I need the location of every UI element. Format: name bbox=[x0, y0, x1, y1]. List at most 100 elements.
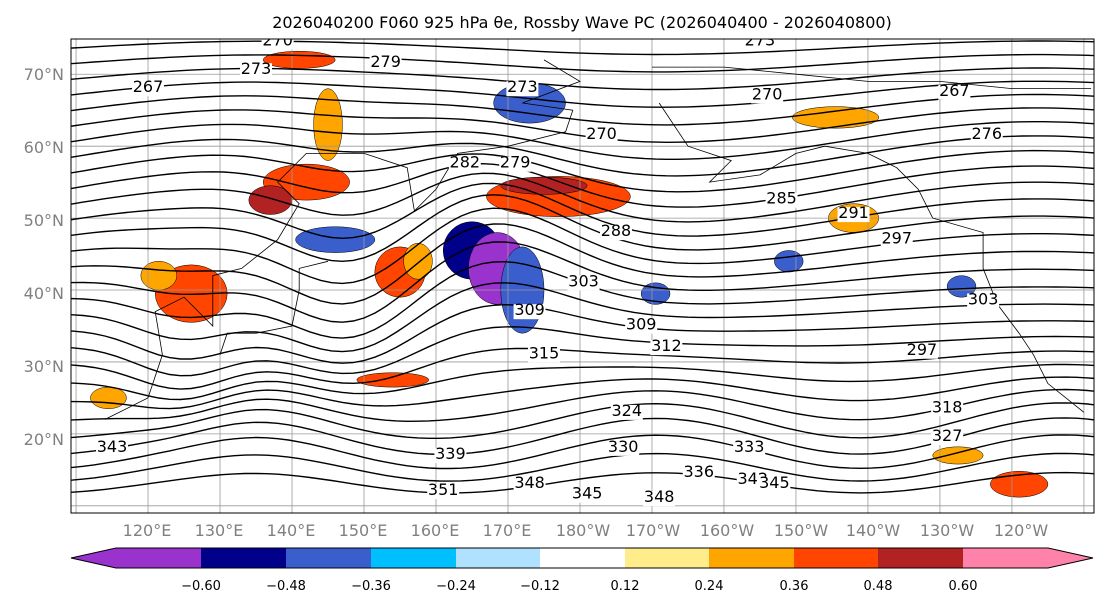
theta-e-contour bbox=[71, 223, 1094, 305]
colorbar-tick-label: −0.48 bbox=[266, 579, 306, 594]
lat-label-30n: 30°N bbox=[24, 357, 64, 376]
lon-label-150w: 150°W bbox=[774, 521, 829, 540]
contour-label: 273 bbox=[507, 77, 538, 96]
colorbar-tick-label: 0.36 bbox=[780, 579, 809, 594]
contour-label-bg bbox=[967, 293, 1000, 309]
theta-e-contour bbox=[71, 363, 1094, 401]
contour-label-bg bbox=[96, 440, 129, 456]
colorbar-tick-label: 0.48 bbox=[864, 579, 893, 594]
contour-label-bg bbox=[837, 207, 870, 223]
contour-label: 348 bbox=[514, 473, 545, 492]
coastline bbox=[104, 59, 581, 420]
colorbar-box bbox=[794, 548, 878, 568]
contour-label: 279 bbox=[370, 52, 401, 71]
colorbar-tick-label: −0.24 bbox=[436, 579, 476, 594]
contour-label-bg bbox=[585, 127, 618, 143]
contour-label-bg bbox=[448, 156, 481, 172]
colorbar-extend-low bbox=[71, 548, 116, 568]
lon-label-120w: 120°W bbox=[994, 521, 1049, 540]
lat-label-60n: 60°N bbox=[24, 138, 64, 157]
contour-label-bg bbox=[751, 88, 784, 104]
anomaly-patch bbox=[295, 226, 376, 253]
contour-label: 318 bbox=[932, 397, 963, 416]
anomaly-patch bbox=[90, 386, 127, 409]
theta-e-contour bbox=[71, 434, 1094, 470]
colorbar-box bbox=[963, 548, 1048, 568]
contour-label-bg bbox=[931, 401, 964, 417]
contour-label-bg bbox=[567, 275, 600, 291]
contour-label-bg bbox=[240, 63, 273, 79]
contour-label: 273 bbox=[745, 30, 776, 49]
anomaly-patch bbox=[792, 106, 879, 129]
anomaly-patch bbox=[932, 446, 984, 465]
contour-label-bg bbox=[369, 56, 402, 72]
theta-e-contour bbox=[71, 80, 1094, 108]
contour-label-bg bbox=[506, 81, 539, 97]
colorbar-tick-labels: −0.60 −0.48 −0.36 −0.24 −0.12 0.12 0.24 … bbox=[181, 579, 977, 594]
theta-e-contour bbox=[71, 121, 1094, 160]
contour-label-bg bbox=[434, 448, 467, 464]
contour-label: 279 bbox=[500, 153, 531, 172]
contour-label: 348 bbox=[644, 487, 675, 506]
coastlines bbox=[104, 59, 1092, 420]
anomaly-patch bbox=[313, 88, 343, 161]
colorbar-tick-label: −0.60 bbox=[181, 579, 221, 594]
contour-label-bg bbox=[261, 39, 294, 50]
contour-label-bg bbox=[938, 84, 971, 100]
theta-e-contour bbox=[71, 452, 1094, 482]
lon-label-140w: 140°W bbox=[846, 521, 901, 540]
contour-label: 327 bbox=[932, 426, 963, 445]
contour-label-bg bbox=[132, 81, 165, 97]
contour-label-bg bbox=[513, 476, 546, 492]
map-plot-area: 267 273 279 270 273 273 270 267 276 270 282 279 285 2… bbox=[71, 30, 1094, 513]
contour-label: 303 bbox=[568, 271, 599, 290]
colorbar-tick-label: 0.24 bbox=[695, 579, 724, 594]
colorbar-box bbox=[286, 548, 371, 568]
theta-e-contour bbox=[71, 93, 1094, 126]
anomaly-patch bbox=[356, 372, 430, 388]
colorbar-tick-label: −0.12 bbox=[520, 579, 560, 594]
contour-label: 343 bbox=[97, 437, 128, 456]
contour-label: 345 bbox=[572, 484, 603, 503]
contour-label-bg bbox=[625, 318, 658, 334]
colorbar-extend-high bbox=[1048, 548, 1093, 568]
colorbar-box bbox=[201, 548, 286, 568]
contour-label-bg bbox=[599, 225, 632, 241]
colorbar-tick-label: 0.12 bbox=[611, 579, 640, 594]
theta-e-contour bbox=[71, 53, 1094, 73]
lon-label-130w: 130°W bbox=[920, 521, 975, 540]
colorbar-box bbox=[371, 548, 456, 568]
contour-label-bg bbox=[643, 491, 676, 507]
lat-label-70n: 70°N bbox=[24, 65, 64, 84]
theta-e-contour bbox=[71, 194, 1094, 263]
theta-e-contour bbox=[71, 471, 1094, 494]
theta-e-contour bbox=[71, 172, 1094, 223]
contour-label: 312 bbox=[651, 336, 682, 355]
lon-label-170e: 170°E bbox=[483, 521, 532, 540]
colorbar-box bbox=[878, 548, 963, 568]
map-border bbox=[70, 38, 1095, 514]
contour-label-bg bbox=[607, 440, 640, 456]
theta-e-contour bbox=[71, 182, 1094, 240]
anomaly-patch bbox=[403, 243, 433, 280]
contour-label: 273 bbox=[241, 59, 272, 78]
lon-label-150e: 150°E bbox=[339, 521, 388, 540]
contour-label: 270 bbox=[752, 84, 783, 103]
contour-label: 324 bbox=[612, 401, 643, 420]
lon-label-180w: 180°W bbox=[556, 521, 611, 540]
lon-label-140e: 140°E bbox=[267, 521, 316, 540]
contour-label: 276 bbox=[971, 124, 1002, 143]
theta-e-contour bbox=[71, 402, 1094, 439]
theta-e-contour bbox=[71, 67, 1094, 91]
theta-e-contour bbox=[71, 162, 1094, 208]
anomaly-patch bbox=[946, 275, 977, 298]
lat-label-20n: 20°N bbox=[24, 430, 64, 449]
contour-label: 309 bbox=[626, 315, 657, 334]
theta-e-contour bbox=[71, 40, 1094, 56]
contour-label-bg bbox=[733, 440, 766, 456]
contour-label-bg bbox=[610, 404, 643, 420]
contour-label: 315 bbox=[529, 343, 560, 362]
colorbar-box bbox=[540, 548, 625, 568]
theta-e-contour bbox=[71, 303, 1094, 364]
